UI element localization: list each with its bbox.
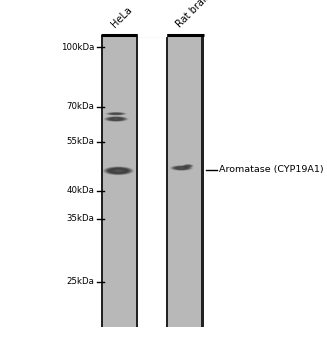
Ellipse shape — [104, 167, 133, 175]
Ellipse shape — [179, 168, 184, 169]
Bar — [101, 35, 138, 327]
Text: 40kDa: 40kDa — [66, 186, 94, 195]
Ellipse shape — [103, 166, 134, 175]
Ellipse shape — [112, 169, 124, 173]
Text: 55kDa: 55kDa — [66, 137, 94, 146]
Ellipse shape — [184, 164, 192, 167]
Ellipse shape — [110, 118, 122, 120]
Ellipse shape — [106, 112, 126, 116]
Ellipse shape — [184, 165, 192, 167]
Ellipse shape — [108, 168, 129, 174]
Ellipse shape — [113, 113, 119, 114]
Text: HeLa: HeLa — [109, 5, 134, 30]
Ellipse shape — [177, 167, 186, 169]
Ellipse shape — [105, 112, 127, 116]
Ellipse shape — [182, 164, 194, 168]
Ellipse shape — [105, 116, 128, 122]
Bar — [101, 35, 103, 327]
Text: 100kDa: 100kDa — [60, 43, 94, 52]
Ellipse shape — [109, 118, 123, 120]
Ellipse shape — [112, 118, 121, 120]
Ellipse shape — [174, 166, 189, 170]
Ellipse shape — [107, 117, 125, 121]
Ellipse shape — [114, 169, 123, 172]
Bar — [201, 35, 203, 327]
Bar — [166, 35, 168, 327]
Ellipse shape — [106, 167, 131, 174]
Text: 35kDa: 35kDa — [66, 214, 94, 223]
Text: Rat brain: Rat brain — [174, 0, 213, 30]
Ellipse shape — [109, 113, 123, 115]
Ellipse shape — [111, 169, 126, 173]
Ellipse shape — [110, 113, 122, 115]
Text: Aromatase (CYP19A1): Aromatase (CYP19A1) — [219, 165, 324, 174]
Ellipse shape — [185, 165, 191, 167]
Bar — [166, 35, 203, 327]
Ellipse shape — [169, 165, 194, 171]
Ellipse shape — [110, 168, 127, 173]
Ellipse shape — [115, 170, 121, 172]
Ellipse shape — [114, 113, 118, 114]
Ellipse shape — [107, 112, 125, 115]
Ellipse shape — [112, 118, 120, 120]
Ellipse shape — [108, 112, 124, 115]
Ellipse shape — [185, 165, 191, 167]
Text: 70kDa: 70kDa — [66, 102, 94, 111]
Ellipse shape — [176, 167, 187, 169]
Ellipse shape — [182, 164, 194, 168]
Ellipse shape — [107, 168, 130, 174]
Ellipse shape — [111, 113, 121, 114]
Ellipse shape — [172, 166, 191, 170]
Ellipse shape — [108, 117, 124, 121]
Ellipse shape — [117, 170, 120, 171]
Ellipse shape — [186, 165, 190, 167]
Ellipse shape — [173, 166, 190, 170]
Ellipse shape — [171, 166, 192, 171]
Bar — [136, 35, 138, 327]
Ellipse shape — [112, 113, 120, 114]
Ellipse shape — [106, 117, 127, 121]
Ellipse shape — [178, 167, 185, 169]
Ellipse shape — [186, 166, 190, 167]
Ellipse shape — [175, 167, 188, 169]
Ellipse shape — [103, 116, 129, 122]
Text: 25kDa: 25kDa — [66, 277, 94, 286]
Ellipse shape — [183, 164, 193, 168]
Ellipse shape — [114, 118, 118, 120]
